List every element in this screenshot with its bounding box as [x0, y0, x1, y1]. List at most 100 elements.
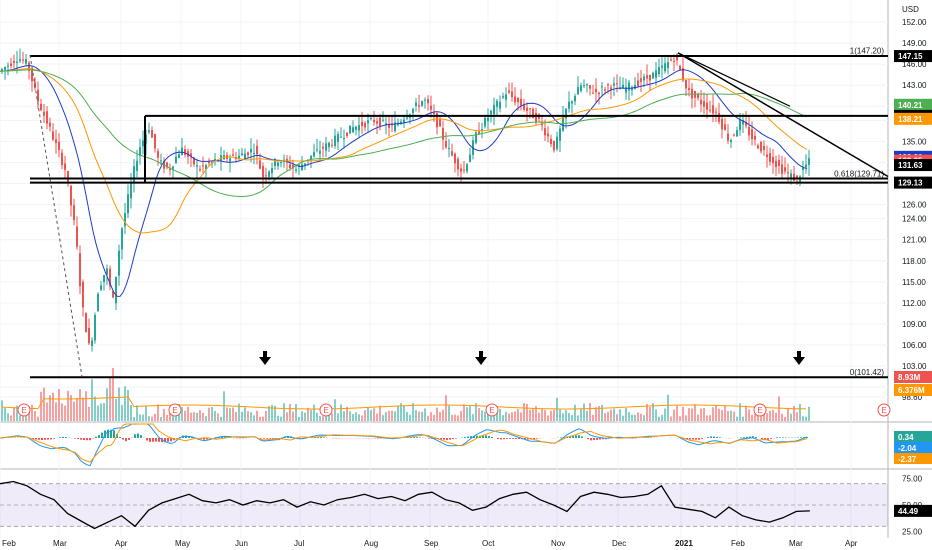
volume-bar: [367, 407, 369, 421]
candle-body: [424, 99, 426, 101]
volume-bar: [619, 409, 621, 421]
volume-bar: [217, 413, 219, 421]
candle-body: [799, 176, 801, 183]
volume-bar: [655, 409, 657, 421]
histogram-bar: [53, 438, 55, 439]
price-tag: [894, 50, 932, 63]
candle-body: [199, 169, 201, 171]
candle-body: [271, 168, 273, 174]
candle-body: [757, 145, 759, 149]
volume-bar: [130, 405, 132, 421]
volume-bar: [769, 410, 771, 421]
candle-body: [445, 141, 447, 148]
time-tick-label: Mar: [53, 539, 67, 548]
volume-bar: [337, 413, 339, 421]
candle-body: [484, 117, 486, 127]
volume-bar: [736, 416, 738, 421]
candle-body: [37, 89, 39, 102]
volume-bar: [274, 405, 276, 421]
earnings-marker-letter: E: [881, 406, 886, 415]
histogram-bar: [491, 437, 493, 438]
osc-tag: [894, 442, 932, 453]
histogram-bar: [158, 438, 160, 442]
histogram-bar: [323, 437, 325, 438]
histogram-bar: [587, 438, 589, 440]
volume-bar: [163, 408, 165, 421]
candle-body: [685, 80, 687, 89]
volume-bar: [379, 405, 381, 421]
histogram-bar: [101, 432, 103, 438]
volume-bar: [391, 410, 393, 421]
candle-body: [388, 124, 390, 128]
candle-body: [169, 168, 171, 170]
histogram-bar: [779, 437, 781, 438]
candle-body: [4, 67, 6, 71]
candle-body: [400, 121, 402, 124]
candle-body: [550, 138, 552, 145]
candle-body: [343, 137, 345, 139]
volume-bar: [529, 409, 531, 421]
histogram-bar: [536, 438, 538, 439]
volume-bar: [67, 390, 69, 421]
candle-body: [208, 161, 210, 164]
volume-bar: [535, 406, 537, 421]
histogram-bar: [596, 438, 598, 440]
candle-body: [598, 92, 600, 95]
candle-body: [358, 124, 360, 131]
candle-body: [469, 154, 471, 163]
volume-bar: [490, 415, 492, 421]
volume-bar: [253, 415, 255, 421]
candle-body: [628, 82, 630, 91]
volume-bar: [613, 408, 615, 421]
volume-bar: [418, 411, 420, 421]
volume-bar: [781, 413, 783, 421]
candle-body: [517, 98, 519, 103]
candle-body: [514, 96, 516, 103]
volume-bar: [466, 407, 468, 421]
candle-body: [760, 141, 762, 152]
ma-blue: [0, 65, 808, 297]
volume-bar: [478, 407, 480, 421]
candle-body: [715, 111, 717, 113]
histogram-bar: [692, 438, 694, 440]
histogram-bar: [524, 438, 526, 440]
volume-bar: [121, 404, 123, 421]
candle-body: [304, 163, 306, 165]
candle-body: [91, 340, 93, 347]
histogram-bar: [428, 438, 430, 439]
volume-bar: [649, 407, 651, 421]
volume-bar: [25, 416, 27, 421]
histogram-bar: [464, 437, 466, 438]
histogram-bar: [473, 435, 475, 438]
volume-bar: [265, 410, 267, 421]
time-tick-label: Dec: [612, 539, 626, 548]
price-tag: [894, 176, 932, 189]
volume-bar: [43, 387, 45, 421]
volume-bar: [562, 413, 564, 421]
volume-bar: [61, 403, 63, 421]
volume-bar: [286, 412, 288, 421]
candle-body: [250, 148, 252, 153]
volume-bar: [673, 409, 675, 421]
volume-bar: [145, 406, 147, 421]
volume-bar: [694, 404, 696, 421]
volume-bar: [676, 405, 678, 421]
candle-body: [76, 226, 78, 247]
volume-bar: [289, 403, 291, 421]
fib-label: 0(101.42): [850, 368, 885, 377]
candle-body: [124, 213, 126, 227]
osc-tag: [894, 453, 932, 464]
histogram-bar: [452, 438, 454, 440]
volume-bar: [169, 410, 171, 421]
candle-body: [28, 62, 30, 71]
candle-body: [658, 67, 660, 75]
volume-bar: [322, 416, 324, 421]
down-arrow-icon: [259, 357, 271, 365]
histogram-bar: [713, 436, 715, 438]
candle-body: [721, 118, 723, 130]
volume-bar: [148, 416, 150, 421]
volume-bar: [487, 411, 489, 421]
candle-body: [295, 169, 297, 171]
down-arrow-icon: [793, 357, 805, 365]
histogram-bar: [320, 437, 322, 438]
